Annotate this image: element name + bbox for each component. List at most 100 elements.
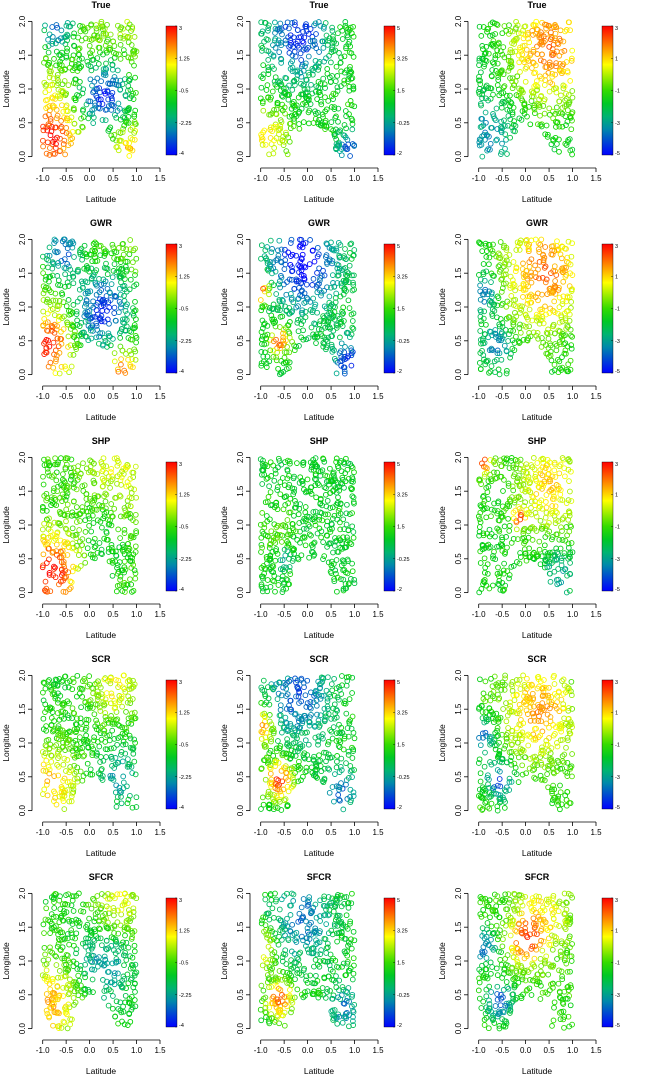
data-point bbox=[285, 540, 292, 547]
data-point bbox=[44, 310, 51, 317]
data-point bbox=[89, 57, 96, 63]
data-point bbox=[261, 341, 268, 348]
data-point bbox=[92, 102, 98, 109]
data-point bbox=[559, 336, 566, 343]
data-point bbox=[53, 477, 60, 484]
data-point bbox=[495, 74, 502, 80]
colorbar-tick-label: -2 bbox=[397, 587, 402, 593]
data-point bbox=[478, 123, 485, 130]
x-axis-label: Latitude bbox=[522, 412, 553, 422]
data-point bbox=[91, 506, 98, 513]
chart-title: SCR bbox=[91, 654, 111, 664]
chart-panel-shp-1: SHP -1.0 -0.5 0.0 0.5 1.0 1.5 0.0 0.5 1.0 1.5 2.0 La… bbox=[0, 436, 218, 654]
data-point bbox=[125, 33, 131, 40]
data-point bbox=[129, 24, 136, 30]
data-point bbox=[544, 531, 551, 537]
data-point bbox=[71, 42, 77, 49]
data-point bbox=[517, 465, 523, 472]
y-tick-label: 1.5 bbox=[18, 485, 27, 497]
data-point bbox=[116, 138, 123, 144]
data-point bbox=[486, 261, 492, 268]
data-point bbox=[537, 517, 544, 524]
data-point bbox=[85, 115, 92, 122]
x-tick-label: 1.0 bbox=[567, 610, 579, 619]
data-point bbox=[79, 504, 86, 510]
data-point bbox=[315, 19, 322, 25]
data-point bbox=[501, 123, 508, 129]
data-point bbox=[549, 510, 556, 516]
data-point bbox=[517, 321, 523, 328]
colorbar-tick-label: 1.5 bbox=[397, 89, 405, 95]
data-point bbox=[322, 119, 328, 126]
data-point bbox=[553, 347, 560, 354]
data-point bbox=[117, 130, 124, 136]
data-point bbox=[43, 490, 50, 497]
data-point bbox=[263, 360, 270, 367]
x-tick-label: -0.5 bbox=[59, 392, 73, 401]
data-point bbox=[546, 549, 553, 556]
data-point bbox=[264, 499, 271, 505]
data-point bbox=[264, 577, 271, 583]
data-point bbox=[111, 745, 117, 751]
data-point bbox=[277, 82, 284, 89]
data-point bbox=[302, 264, 309, 271]
data-point bbox=[342, 19, 349, 25]
data-point bbox=[481, 473, 488, 480]
data-point bbox=[543, 342, 549, 348]
data-point bbox=[494, 60, 501, 67]
y-tick-label: 0.0 bbox=[236, 369, 245, 381]
data-point bbox=[291, 512, 297, 519]
colorbar-tick-label: 1.25 bbox=[179, 492, 190, 498]
data-point bbox=[133, 316, 139, 323]
data-point bbox=[515, 504, 522, 510]
chart-title: True bbox=[309, 0, 328, 10]
data-point bbox=[491, 500, 497, 507]
data-point bbox=[518, 30, 525, 37]
data-point bbox=[328, 239, 334, 246]
data-point bbox=[325, 511, 331, 518]
data-point bbox=[538, 92, 545, 99]
data-point bbox=[269, 245, 275, 252]
data-point bbox=[45, 49, 52, 56]
data-point bbox=[494, 22, 501, 28]
data-point bbox=[485, 146, 491, 152]
y-tick-label: 1.0 bbox=[454, 83, 463, 95]
data-point bbox=[503, 303, 510, 310]
data-point bbox=[287, 32, 294, 39]
data-point bbox=[348, 362, 355, 369]
data-point bbox=[547, 111, 553, 118]
data-point bbox=[337, 334, 343, 341]
data-point bbox=[97, 771, 104, 778]
data-point bbox=[542, 244, 549, 250]
data-point bbox=[546, 62, 553, 68]
data-point bbox=[286, 349, 293, 356]
data-point bbox=[93, 291, 100, 298]
data-point bbox=[280, 506, 287, 513]
data-point bbox=[510, 284, 516, 290]
data-point bbox=[330, 33, 336, 40]
data-point bbox=[520, 260, 526, 267]
data-point bbox=[318, 326, 325, 333]
data-point bbox=[478, 481, 484, 487]
data-point bbox=[284, 91, 291, 98]
data-point bbox=[476, 532, 482, 539]
data-point bbox=[124, 479, 131, 485]
y-tick-label: 0.5 bbox=[454, 117, 463, 129]
data-point bbox=[95, 61, 102, 67]
data-point bbox=[40, 308, 47, 315]
x-tick-label: 1.0 bbox=[349, 174, 361, 183]
data-point bbox=[257, 521, 264, 528]
data-point bbox=[70, 105, 77, 112]
data-point bbox=[260, 107, 267, 114]
data-point bbox=[280, 586, 287, 593]
data-point bbox=[67, 308, 74, 315]
data-point bbox=[527, 121, 534, 128]
data-point bbox=[303, 102, 310, 108]
data-point bbox=[507, 354, 513, 361]
data-point bbox=[93, 22, 99, 28]
data-point bbox=[121, 51, 128, 57]
data-point bbox=[321, 287, 327, 294]
data-point bbox=[261, 288, 268, 295]
data-point bbox=[302, 489, 309, 496]
data-point bbox=[51, 566, 57, 572]
